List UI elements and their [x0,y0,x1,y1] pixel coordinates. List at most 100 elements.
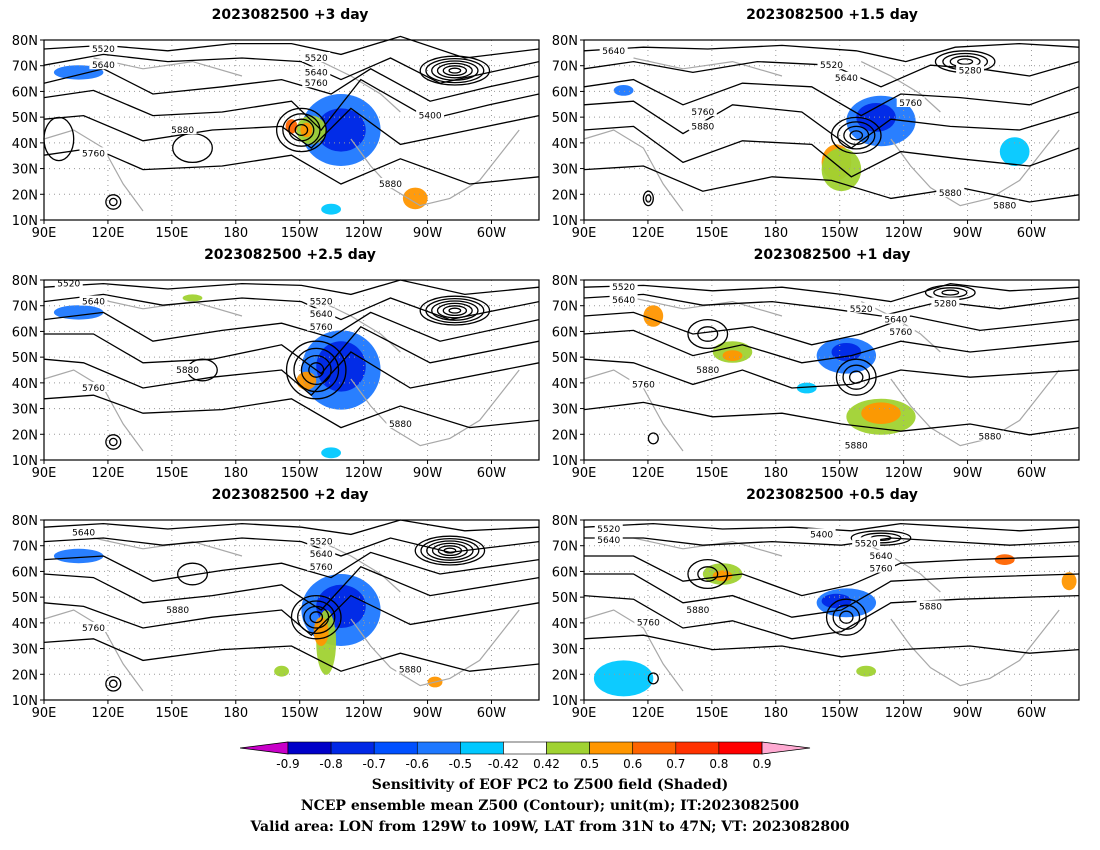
contour-label: 5880 [399,665,422,675]
map-background [44,280,539,460]
z500-closed-contour [843,125,870,146]
contour-label: 5760 [310,563,333,573]
contour-label-bg [376,178,405,188]
map-frame [43,39,540,221]
contour-label-bg [847,302,876,313]
z500-closed-contour [285,340,347,400]
z500-contour [43,519,540,536]
coastline [860,301,941,353]
z500-closed-contour [436,62,473,79]
lon-tick-label: 180 [763,706,788,721]
lat-tick-label: 20N [12,668,38,683]
colorbar-label: 0.6 [623,757,642,771]
z500-closed-contour [933,287,968,299]
lat-tick-label: 50N [552,351,578,366]
lat-tick-label: 50N [552,111,578,126]
contour-label: 5640 [597,536,620,546]
lat-tick-label: 30N [12,163,38,178]
sensitivity-shading [316,108,366,152]
lat-tick-label: 50N [12,351,38,366]
coastline [93,57,243,77]
contour-label: 5880 [696,366,719,376]
contour-label-bg [386,418,415,428]
lon-tick-label: 90W [953,706,983,721]
z500-closed-contour [697,566,719,582]
sensitivity-shading [643,305,664,327]
lat-tick-label: 40N [12,137,38,152]
lon-tick-label: 90W [413,466,443,481]
map-frame [43,279,540,461]
z500-contour [583,522,1080,532]
panel-title-5: 2023082500 +2 day [211,487,369,503]
contour-label: 5760 [82,384,105,394]
z500-closed-contour [431,60,479,81]
lon-tick-label: 150W [281,466,319,481]
z500-closed-contour [448,307,462,314]
z500-contour [583,358,1080,389]
contour-label: 5760 [637,619,660,629]
lon-tick-label: 120E [91,466,124,481]
coastline [890,609,1060,687]
z500-closed-contour [108,437,118,447]
z500-closed-contour [442,305,468,317]
contour-label-bg [594,533,623,544]
coastline [633,57,783,77]
coastline [890,129,1060,207]
map-panel-4: 5520 5640 5520 5280 5640 5760 5760 5880 5880 5880… [552,274,1080,481]
z500-contour [583,329,1080,364]
contour-label: 5640 [305,68,328,78]
contour-label: 5760 [889,328,912,338]
contour-label: 5520 [850,305,873,315]
contour-label: 5880 [166,606,189,616]
map-background [584,40,1079,220]
contour-label-bg [307,320,336,331]
contour-label: 5880 [919,602,942,612]
z500-closed-contour [957,58,974,65]
z500-closed-contour [697,326,719,342]
contour-label-bg [936,187,965,197]
contour-label: 5880 [993,202,1016,212]
z500-closed-contour [842,364,871,390]
contour-label-bg [842,439,871,450]
lat-tick-label: 40N [12,617,38,632]
z500-closed-contour [297,600,336,635]
z500-closed-contour [419,55,491,86]
lat-tick-label: 50N [552,591,578,606]
map-panel-1: 55205640552056405760540058805760588080N7… [12,34,540,241]
lon-tick-label: 90E [32,706,57,721]
contour-label: 5760 [899,99,922,109]
sensitivity-shading [593,660,654,697]
lon-tick-label: 180 [763,226,788,241]
z500-closed-contour [425,57,485,84]
lon-tick-label: 150E [695,706,728,721]
lon-tick-label: 60W [1017,706,1047,721]
lat-tick-label: 70N [12,300,38,315]
contour-label: 5760 [82,149,105,159]
z500-closed-contour [176,562,208,586]
contour-label: 5880 [845,442,868,452]
colorbar-low-arrow [240,741,289,755]
lat-tick-label: 40N [552,377,578,392]
contour-label: 5640 [884,316,907,326]
z500-contour [43,638,540,672]
contour-label: 5520 [305,54,328,64]
panel-title-4: 2023082500 +1 day [753,247,911,263]
contour-label-bg [307,560,336,571]
contour-label: 5880 [978,433,1001,443]
contour-label-bg [688,120,717,131]
lat-tick-label: 80N [12,514,38,529]
lon-tick-label: 150E [155,706,188,721]
lon-tick-label: 90E [572,706,597,721]
map-panel-6: 55205640540055205640576058805760588080N7… [552,514,1080,721]
sensitivity-shading [796,382,817,394]
z500-contour [43,566,540,611]
z500-closed-contour [105,675,122,692]
contour-label-bg [307,308,336,319]
contour-label-bg [896,97,925,107]
contour-label: 5880 [686,606,709,616]
map-panel-5: 5640 5520 5640 5760 5880 5760 5880 80N 70N 60N 50N… [12,514,540,721]
lon-tick-label: 60W [477,226,507,241]
colorbar-box [373,741,418,755]
contour-label-bg [852,537,881,548]
colorbar-box [460,741,504,755]
